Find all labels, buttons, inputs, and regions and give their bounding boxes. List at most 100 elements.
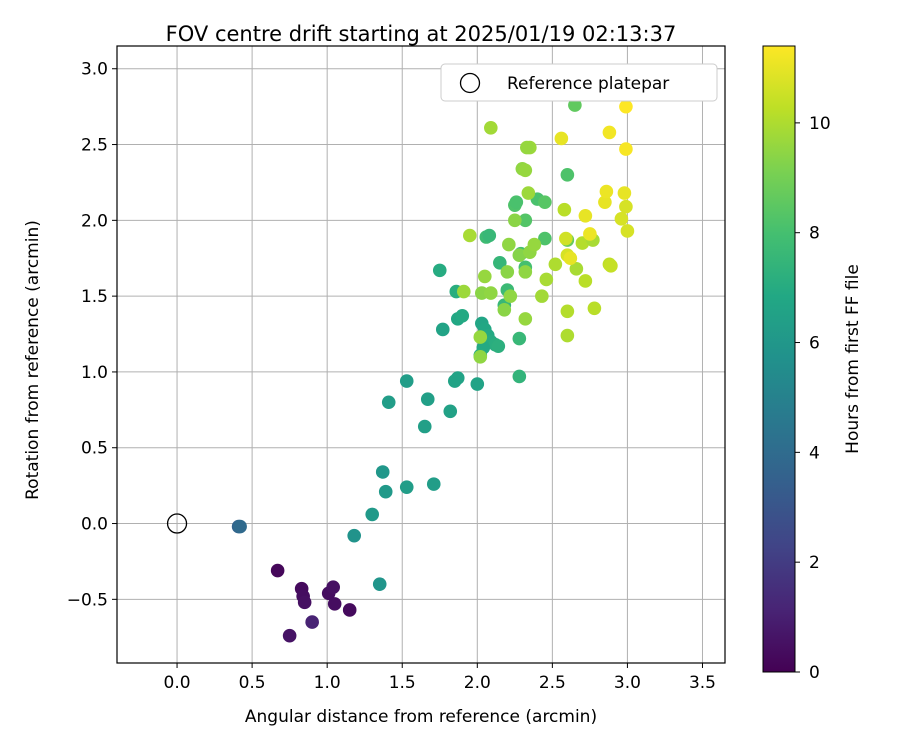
scatter-point [619, 199, 633, 214]
y-tick-label: 1.0 [81, 363, 108, 383]
scatter-point [559, 231, 573, 246]
scatter-point [432, 263, 447, 278]
scatter-point [482, 228, 497, 243]
scatter-point [381, 395, 396, 410]
scatter-point [602, 125, 617, 140]
scatter-point [538, 231, 552, 246]
scatter-point [375, 465, 390, 479]
scatter-point [583, 227, 597, 241]
scatter-point [599, 184, 614, 199]
x-axis-ticks: 0.0 0.5 1.0 1.5 2.0 2.5 3.0 3.5 [164, 663, 716, 693]
colorbar-tick-label: 10 [809, 114, 831, 134]
scatter-point [417, 419, 432, 434]
scatter-point [473, 349, 488, 364]
reference-platepar-marker [166, 513, 188, 534]
scatter-point [478, 269, 492, 284]
scatter-point [282, 628, 297, 643]
scatter-point [560, 304, 575, 319]
colorbar-tick-label: 4 [809, 443, 820, 463]
y-tick-label: 1.5 [81, 287, 108, 307]
scatter-point [578, 274, 593, 288]
colorbar-tick-label: 2 [809, 553, 820, 573]
scatter-point [297, 595, 312, 610]
scatter-point [502, 237, 516, 252]
scatter-point [473, 330, 488, 344]
scatter-point [539, 272, 554, 287]
colorbar: 0 2 4 6 8 10 Hours from first FF file [762, 45, 863, 683]
scatter-point [538, 195, 552, 209]
scatter-point [560, 168, 575, 182]
scatter-point [399, 480, 414, 494]
x-tick-label: 1.5 [389, 673, 416, 693]
scatter-point [512, 248, 527, 263]
y-tick-label: −0.5 [67, 590, 108, 610]
scatter-point [305, 615, 319, 629]
scatter-point [443, 404, 458, 419]
scatter-point [604, 259, 618, 273]
x-tick-label: 3.0 [614, 673, 641, 693]
scatter-point [435, 322, 450, 337]
scatter-point [426, 477, 441, 491]
scatter-point [518, 312, 533, 326]
x-tick-label: 1.0 [314, 673, 341, 693]
scatter-point [521, 186, 536, 200]
x-tick-label: 0.0 [164, 673, 191, 693]
scatter-point [372, 577, 387, 591]
scatter-point [518, 163, 533, 178]
scatter-point [520, 140, 534, 155]
scatter-point [233, 519, 247, 534]
scatter-point [563, 251, 578, 266]
reference-point [166, 513, 188, 534]
scatter-point [500, 265, 515, 279]
grid [117, 46, 725, 663]
plot-frame [116, 45, 726, 664]
scatter-point [518, 265, 533, 279]
scatter-point [535, 289, 549, 303]
scatter-point [470, 377, 485, 391]
scatter-point [568, 98, 582, 112]
y-tick-label: 2.5 [81, 136, 108, 156]
scatter-point [620, 224, 635, 238]
legend-box [440, 63, 718, 102]
colorbar-tick-label: 6 [809, 334, 820, 354]
y-tick-label: 3.0 [81, 60, 108, 80]
scatter-point [569, 262, 584, 276]
scatter-point [554, 131, 569, 146]
scatter-point [342, 603, 357, 617]
scatter-point [578, 208, 593, 223]
scatter-point [484, 121, 498, 135]
colorbar-tick-label: 0 [809, 663, 820, 683]
x-tick-label: 0.5 [239, 673, 266, 693]
scatter-point [512, 331, 527, 346]
scatter-point [508, 213, 522, 228]
y-tick-label: 2.0 [81, 211, 108, 231]
scatter-point [365, 507, 380, 522]
scatter-point [619, 99, 633, 114]
scatter-point [450, 371, 465, 385]
scatter-point [560, 328, 575, 343]
y-axis-label: Rotation from reference (arcmin) [23, 220, 43, 500]
y-tick-label: 0.5 [81, 439, 108, 459]
scatter-point [399, 374, 414, 388]
scatter-point [455, 309, 470, 323]
scatter-point [557, 202, 572, 217]
scatter-point [548, 257, 563, 272]
chart-title: FOV centre drift starting at 2025/01/19 … [166, 22, 677, 46]
colorbar-label: Hours from first FF file [843, 264, 863, 454]
scatter-point [617, 186, 632, 200]
colorbar-ticks: 0 2 4 6 8 10 [795, 114, 831, 683]
scatter-point [420, 392, 435, 407]
scatter-point [512, 369, 527, 384]
data-points [231, 98, 635, 643]
x-tick-label: 2.0 [464, 673, 491, 693]
scatter-point [270, 563, 285, 578]
x-tick-label: 3.5 [689, 673, 716, 693]
legend: Reference platepar [440, 63, 718, 102]
scatter-point [614, 212, 629, 226]
scatter-point [484, 286, 498, 300]
scatter-point [575, 236, 590, 250]
scatter-point [493, 255, 507, 270]
legend-label: Reference platepar [507, 74, 669, 94]
scatter-point [347, 528, 361, 543]
